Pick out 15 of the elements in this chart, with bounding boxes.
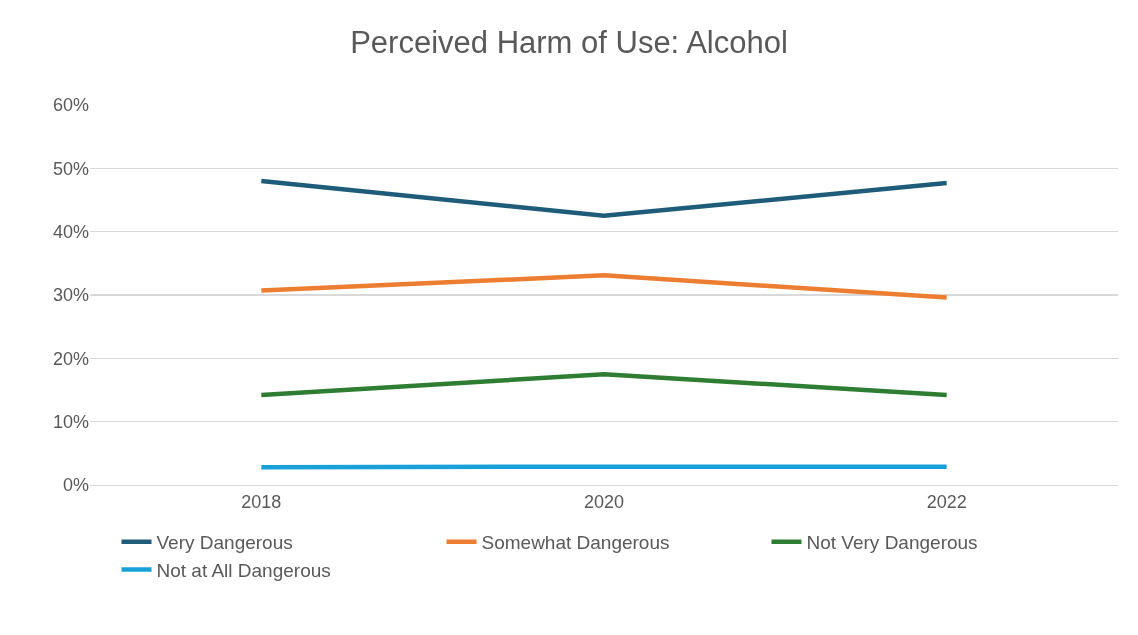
x-tick-label: 2018 [241, 491, 282, 512]
legend-label: Not at All Dangerous [156, 559, 331, 581]
y-tick-label: 20% [52, 348, 89, 369]
x-tick-label: 2022 [926, 491, 967, 512]
legend-label: Somewhat Dangerous [481, 532, 670, 554]
chart-title: Perceived Harm of Use: Alcohol [350, 25, 788, 61]
y-tick-label: 0% [62, 475, 89, 496]
x-tick-label: 2020 [583, 491, 625, 512]
y-tick-label: 30% [52, 285, 89, 306]
y-tick-label: 50% [52, 158, 89, 179]
y-tick-label: 10% [52, 411, 89, 432]
legend-label: Very Dangerous [156, 532, 293, 554]
y-tick-label: 60% [52, 95, 89, 116]
y-tick-label: 40% [52, 221, 89, 242]
legend-label: Not Very Dangerous [806, 532, 978, 554]
